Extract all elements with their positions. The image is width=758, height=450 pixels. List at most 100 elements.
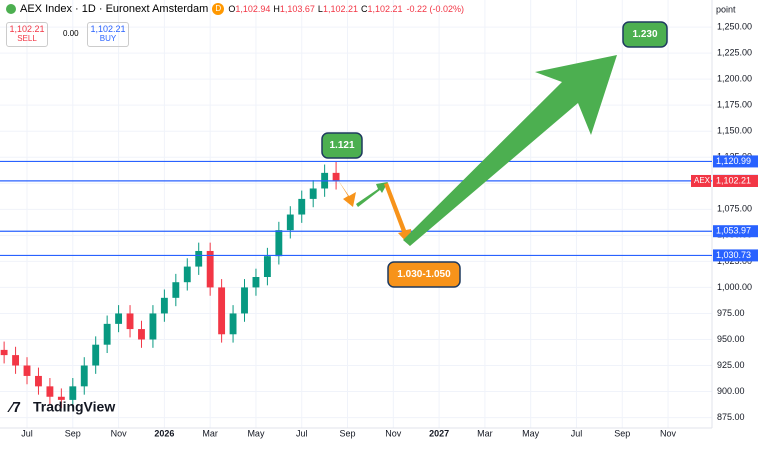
arrow (356, 182, 388, 207)
buy-label: BUY (99, 34, 117, 43)
sell-price: 1,102.21 (9, 24, 45, 34)
candle-body (252, 277, 260, 288)
sell-label: SELL (17, 34, 37, 43)
symbol-tag (691, 174, 711, 187)
x-tick-label: Jul (571, 428, 583, 438)
candle-body (12, 355, 20, 366)
y-tick-label: 1,075.00 (717, 204, 752, 214)
candle-body (286, 214, 294, 231)
candle-body (275, 230, 283, 257)
candle-body (103, 323, 111, 345)
logo: ⁄7 (7, 399, 21, 416)
candle-body (115, 313, 123, 324)
x-tick-label: Nov (111, 428, 128, 438)
y-tick-label: 1,000.00 (717, 282, 752, 292)
arrow (338, 180, 356, 207)
candle-body (309, 188, 317, 199)
change: -0.22 (-0.02%) (406, 4, 465, 14)
projection-arrows (338, 55, 617, 246)
x-tick-label: 2026 (154, 428, 174, 438)
candle-body (46, 386, 54, 397)
ohlc-item: L1,102.21 (318, 4, 358, 14)
ohlc-value: 1,103.67 (279, 4, 315, 14)
ohlc-item: C1,102.21 (361, 4, 403, 14)
ohlc-value: 1,102.21 (322, 4, 358, 14)
x-tick-label: May (247, 428, 265, 438)
ohlc: O1,102.94 H1,103.67 L1,102.21 C1,102.21 (228, 4, 402, 14)
y-tick-label: 950.00 (717, 334, 745, 344)
candle-body (241, 287, 248, 314)
candle-body (126, 313, 134, 330)
spread: 0.00 (63, 29, 79, 38)
buy-button[interactable]: 1,102.21 BUY (87, 22, 129, 47)
candle-body (92, 344, 100, 366)
x-tick-label: Jul (21, 428, 33, 438)
candle-body (218, 287, 226, 335)
annotation-box (321, 132, 363, 159)
y-tick-label: 1,175.00 (717, 100, 752, 110)
price-label: 1,102.21 (716, 175, 751, 185)
header: AEX Index · 1D · Euronext Amsterdam D O1… (6, 3, 464, 15)
y-tick-label: 1,225.00 (717, 47, 752, 57)
annotation-label: 1.121 (329, 140, 354, 151)
ohlc-key: O (228, 4, 236, 14)
level-tag (713, 249, 758, 262)
candle-body (195, 250, 203, 267)
candle-body (183, 266, 191, 283)
ohlc-key: L (317, 4, 323, 14)
arrow (403, 55, 617, 246)
x-tick-label: Mar (202, 428, 218, 438)
x-tick-label: Sep (340, 428, 356, 438)
x-tick-label: Mar (477, 428, 493, 438)
x-tick-label: Nov (385, 428, 402, 438)
symbol-label: AEX (694, 176, 711, 185)
level-label: 1,053.97 (716, 226, 751, 236)
ohlc-item: O1,102.94 (228, 4, 270, 14)
y-tick-label: 900.00 (717, 386, 745, 396)
y-tick-label: 1,150.00 (717, 126, 752, 136)
candle-body (35, 375, 42, 387)
y-tick-label: 875.00 (717, 412, 745, 422)
x-tick-label: Sep (65, 428, 81, 438)
level-tag (713, 155, 758, 168)
annotation-box (622, 21, 668, 48)
x-tick-label: Sep (614, 428, 630, 438)
buy-price: 1,102.21 (90, 24, 126, 34)
x-tick-label: 2027 (429, 428, 449, 438)
candle-body (229, 313, 237, 335)
candle-body (298, 198, 306, 215)
candle-body (206, 250, 214, 288)
status-dot (6, 4, 16, 14)
candle-body (263, 256, 271, 278)
y-tick-label: 1,250.00 (717, 21, 752, 31)
ohlc-value: 1,102.94 (235, 4, 271, 14)
level-tag (713, 225, 758, 238)
sell-button[interactable]: 1,102.21 SELL (6, 22, 48, 47)
symbol: AEX Index · 1D · Euronext Amsterdam (20, 3, 209, 15)
candle-body (0, 349, 8, 356)
y-axis-label: point (716, 4, 736, 14)
candle-body (160, 297, 168, 314)
candle-body (69, 386, 77, 400)
candle-body (149, 313, 157, 340)
x-tick-label: Nov (660, 428, 677, 438)
candle-body (23, 365, 31, 376)
level-label: 1,120.99 (716, 156, 751, 166)
candle-body (80, 365, 88, 387)
price-tag (713, 174, 758, 187)
candle-body (138, 329, 145, 340)
level-label: 1,030.73 (716, 250, 751, 260)
y-tick-label: 975.00 (717, 308, 745, 318)
annotation-box (387, 261, 461, 288)
logo-text: TradingView (33, 399, 115, 415)
annotation-label: 1.230 (632, 29, 657, 40)
arrow (384, 183, 411, 246)
x-tick-label: May (522, 428, 540, 438)
y-tick-label: 925.00 (717, 360, 745, 370)
candle-body (172, 282, 180, 298)
ohlc-item: H1,103.67 (273, 4, 315, 14)
x-tick-label: Jul (296, 428, 308, 438)
y-tick-label: 1,200.00 (717, 74, 752, 84)
